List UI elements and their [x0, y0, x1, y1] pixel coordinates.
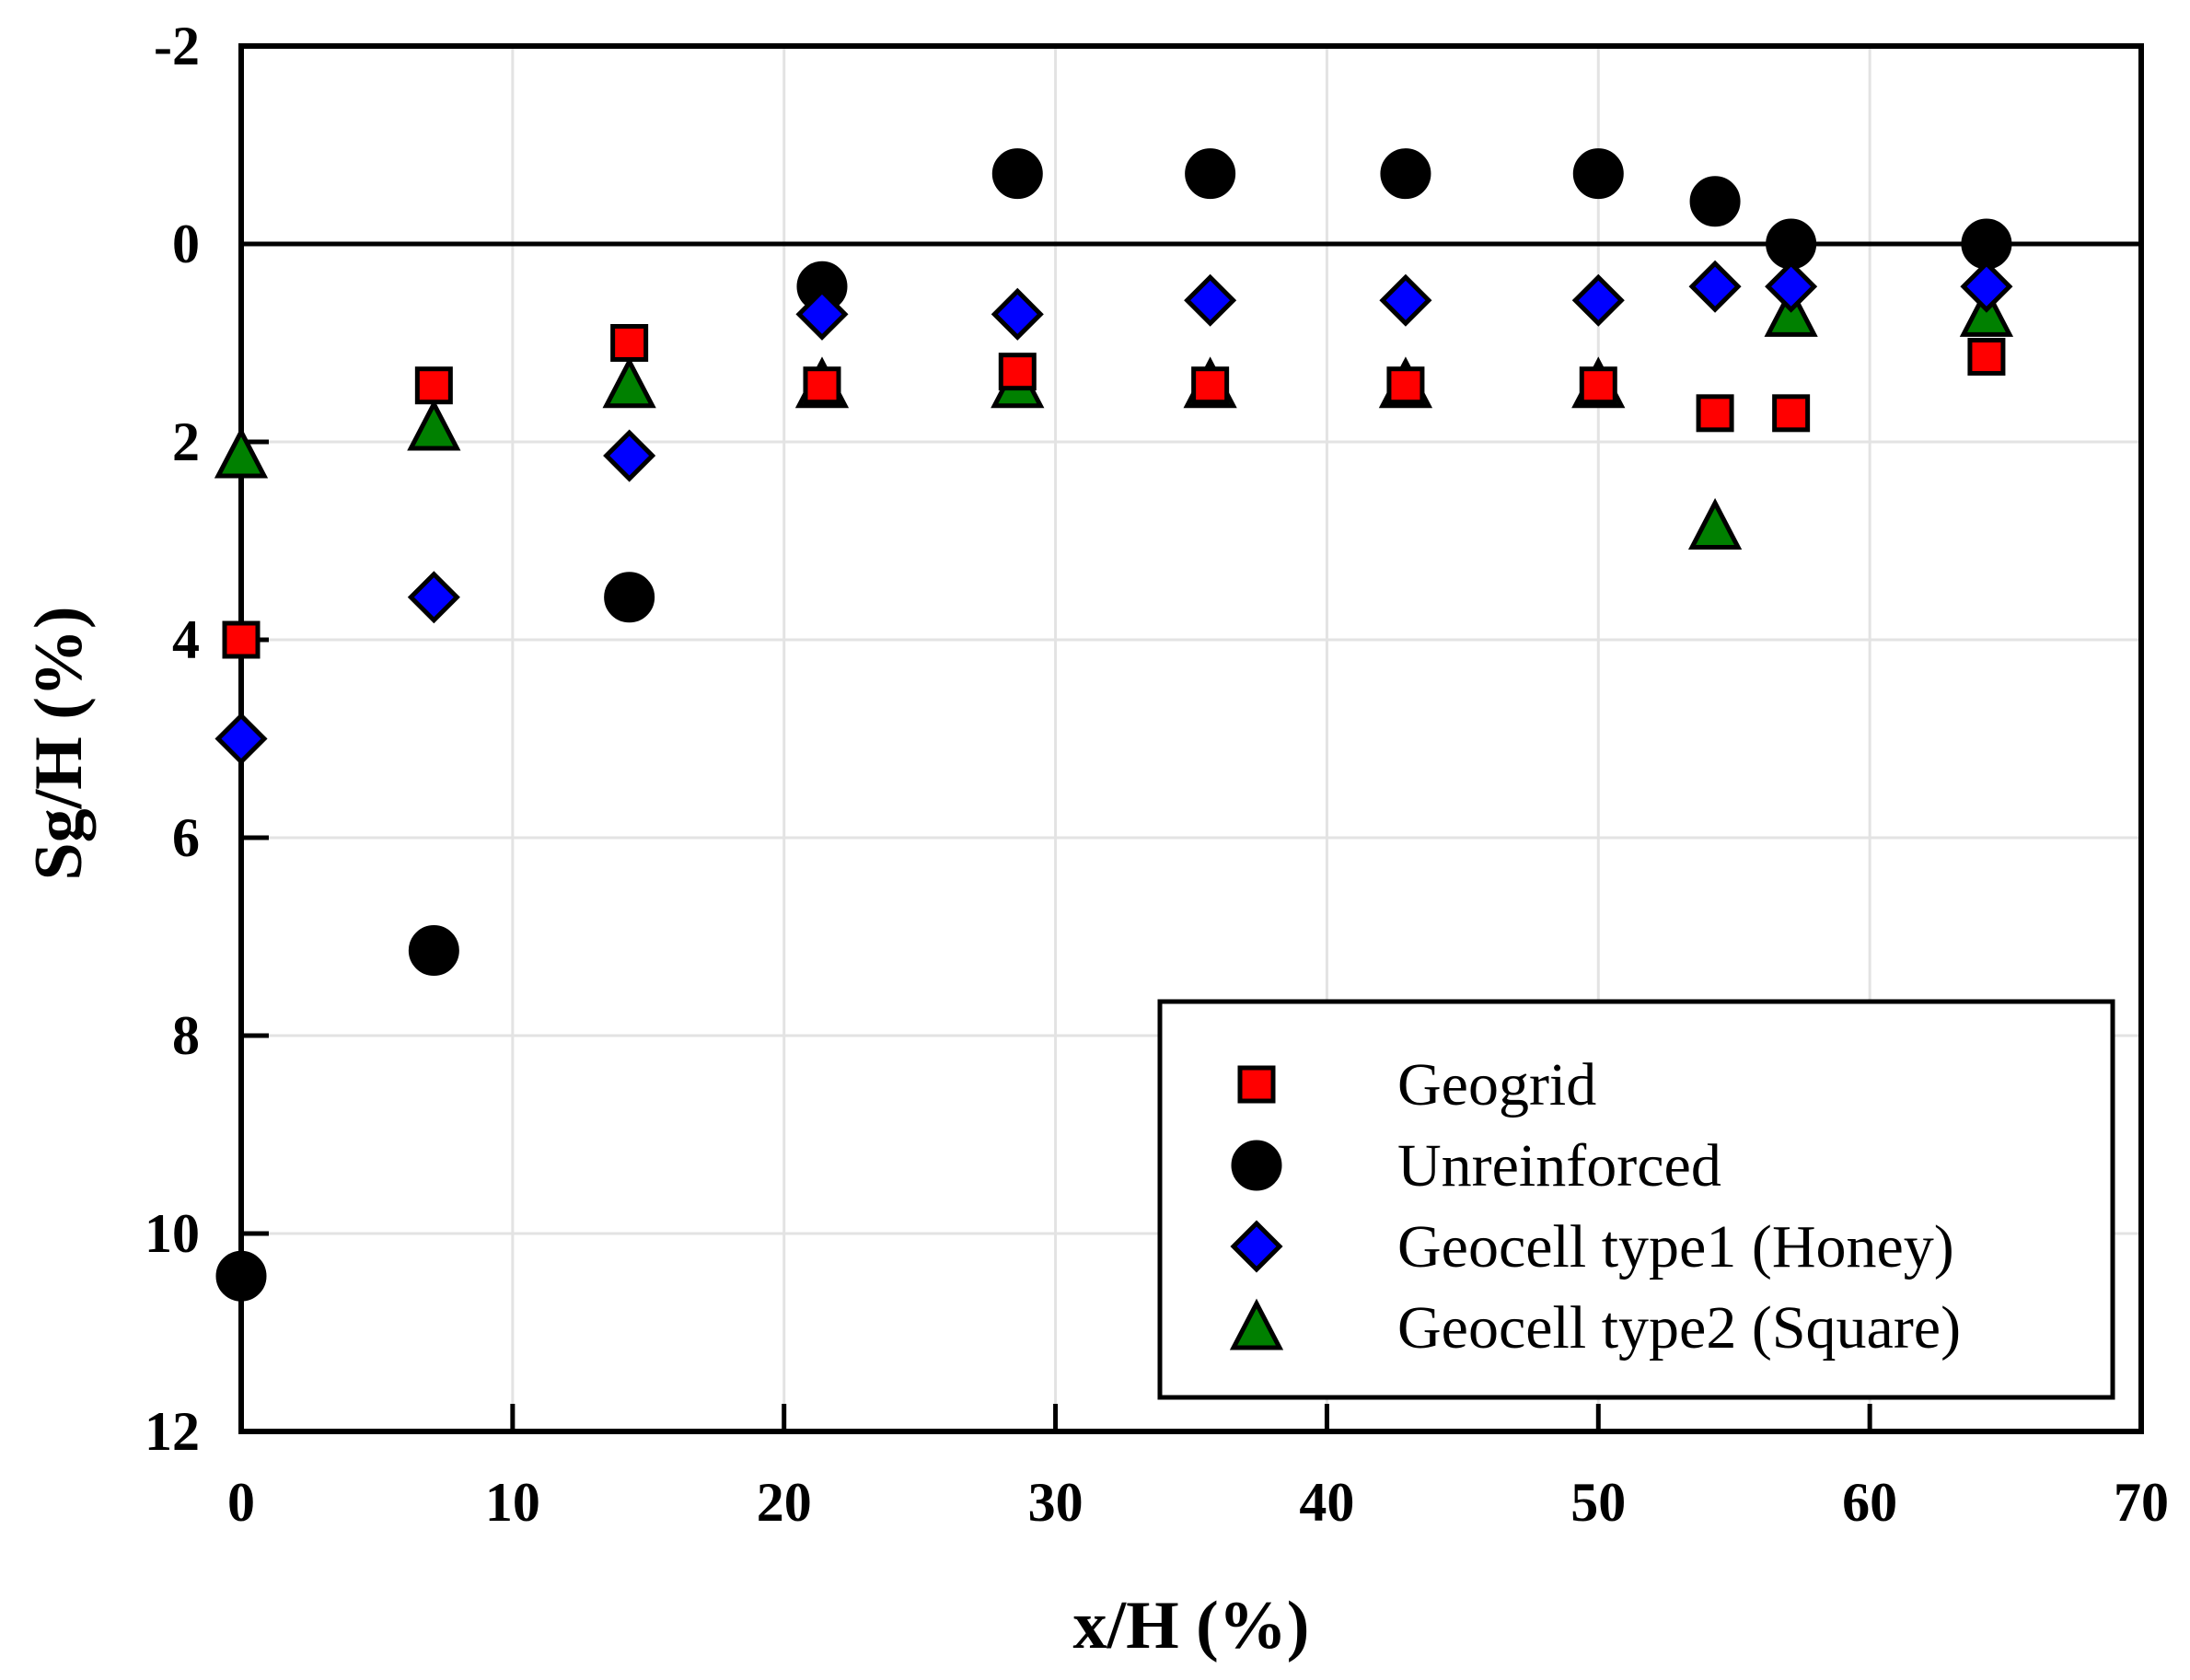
x-tick-label: 0 [227, 1472, 255, 1533]
y-tick-label: 12 [145, 1401, 200, 1462]
y-axis-title: Sg/H (%) [21, 606, 97, 880]
data-points [214, 148, 2014, 1302]
circle-point [408, 925, 459, 977]
square-point [1386, 366, 1425, 405]
diamond-point [1571, 273, 1625, 327]
x-tick-label: 10 [485, 1472, 540, 1533]
legend-circle-marker [1231, 1140, 1282, 1191]
legend-triangle-marker [1229, 1298, 1284, 1350]
x-tick-label: 40 [1299, 1472, 1354, 1533]
y-tick-label: 0 [172, 214, 200, 274]
series-geocell-type2-square- [214, 284, 2014, 550]
triangle-point [1687, 498, 1743, 550]
diamond-point [407, 571, 460, 624]
square-point [610, 324, 649, 362]
square-point [1772, 394, 1811, 433]
y-tick-label: 4 [172, 609, 200, 670]
x-tick-label: 30 [1028, 1472, 1083, 1533]
triangle-point [602, 356, 656, 409]
diamond-point [1379, 273, 1432, 327]
y-tick-label: 6 [172, 807, 200, 868]
circle-point [1961, 218, 2012, 270]
series-geocell-type1-honey- [214, 260, 2013, 766]
square-point [998, 353, 1037, 391]
x-axis-title: x/H (%) [1073, 1588, 1310, 1663]
square-point [1967, 338, 2006, 377]
circle-point [1689, 176, 1741, 227]
square-point [1191, 366, 1230, 405]
diamond-point [1688, 260, 1742, 313]
y-tick-label: 8 [172, 1005, 200, 1066]
diamond-point [991, 287, 1044, 341]
diamond-point [795, 287, 849, 341]
legend-diamond-marker [1230, 1220, 1283, 1273]
square-point [414, 366, 453, 405]
y-tick-label: 10 [145, 1203, 200, 1264]
y-tick-label: 2 [172, 411, 200, 472]
square-point [222, 620, 261, 659]
circle-point [1185, 148, 1236, 200]
square-point [803, 366, 841, 405]
circle-point [604, 572, 655, 623]
legend-label: Geocell type2 (Square) [1397, 1294, 1961, 1361]
triangle-point [407, 399, 461, 451]
square-point [1579, 366, 1617, 405]
diamond-point [214, 712, 268, 766]
diamond-point [1960, 260, 2013, 313]
x-tick-label: 60 [1842, 1472, 1897, 1533]
diamond-point [1184, 273, 1237, 327]
circle-point [991, 148, 1043, 200]
square-point [1696, 394, 1734, 433]
x-tick-label: 70 [2114, 1472, 2169, 1533]
circle-point [1766, 218, 1817, 270]
y-tick-label: -2 [154, 16, 200, 76]
x-tick-label: 20 [757, 1472, 812, 1533]
legend-label: Geogrid [1397, 1051, 1596, 1118]
legend-label: Geocell type1 (Honey) [1397, 1213, 1954, 1280]
circle-point [1572, 148, 1624, 200]
legend-box [1157, 999, 2115, 1400]
circle-point [215, 1250, 267, 1302]
x-tick-label: 50 [1570, 1472, 1626, 1533]
triangle-point [214, 426, 269, 479]
series-unreinforced [215, 148, 2012, 1302]
diamond-point [1765, 260, 1818, 313]
legend-square-marker [1237, 1065, 1276, 1104]
legend-label: Unreinforced [1397, 1132, 1721, 1199]
legend: Geogrid Unreinforced Geocell type1 (Honey)… [1157, 999, 2115, 1400]
series-geogrid [222, 324, 2006, 659]
circle-point [1380, 148, 1431, 200]
diamond-point [603, 429, 656, 482]
